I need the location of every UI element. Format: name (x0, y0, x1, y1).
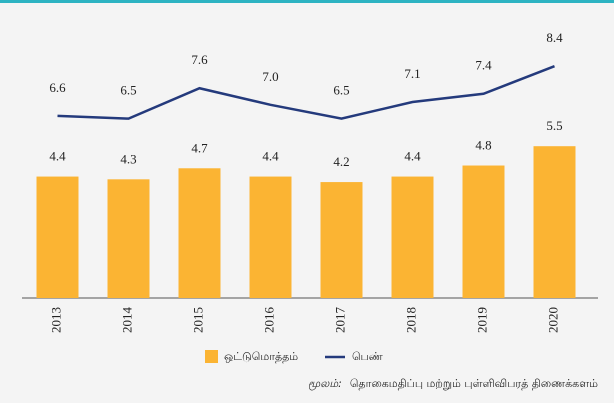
bar (36, 176, 79, 298)
data-label: 7.6 (191, 52, 208, 67)
x-tick-label: 2017 (332, 307, 347, 334)
data-label: 7.4 (475, 58, 492, 73)
data-label: 7.1 (404, 66, 420, 81)
legend-label: ஒட்டுமொத்தம் (224, 350, 298, 363)
data-label: 4.4 (49, 149, 66, 164)
bar (178, 168, 221, 298)
x-tick-label: 2018 (403, 307, 418, 333)
data-label: 5.5 (546, 118, 562, 133)
bar (320, 182, 363, 298)
bar (533, 146, 576, 298)
x-tick-label: 2019 (474, 307, 489, 333)
bar (462, 165, 505, 298)
data-label: 4.7 (191, 140, 208, 155)
x-tick-label: 2014 (119, 307, 134, 334)
source-label: மூலம்: (308, 377, 342, 391)
bar (107, 179, 150, 298)
data-label: 7.0 (262, 69, 278, 84)
data-label: 4.4 (404, 149, 421, 164)
top-border (0, 0, 614, 3)
data-label: 4.4 (262, 149, 279, 164)
data-label: 4.3 (120, 151, 136, 166)
bar (391, 176, 434, 298)
line (57, 64, 555, 120)
legend-swatch (205, 350, 218, 363)
data-label: 6.5 (333, 83, 349, 98)
x-tick-label: 2015 (190, 307, 205, 333)
source: மூலம்: தொகைமதிப்பு மற்றும் புள்ளிவிபரத் த… (308, 377, 598, 391)
data-label: 6.6 (49, 80, 66, 95)
bar (249, 176, 292, 298)
data-label: 6.5 (120, 83, 136, 98)
x-tick-label: 2020 (545, 307, 560, 333)
data-label: 4.2 (333, 154, 349, 169)
x-tick-label: 2013 (48, 307, 63, 333)
source-text: தொகைமதிப்பு மற்றும் புள்ளிவிபரத் திணைக்க… (350, 377, 598, 390)
data-label: 4.8 (475, 138, 491, 153)
x-tick-label: 2016 (261, 307, 276, 334)
legend-label: பெண் (352, 350, 383, 363)
data-label: 8.4 (546, 30, 563, 45)
